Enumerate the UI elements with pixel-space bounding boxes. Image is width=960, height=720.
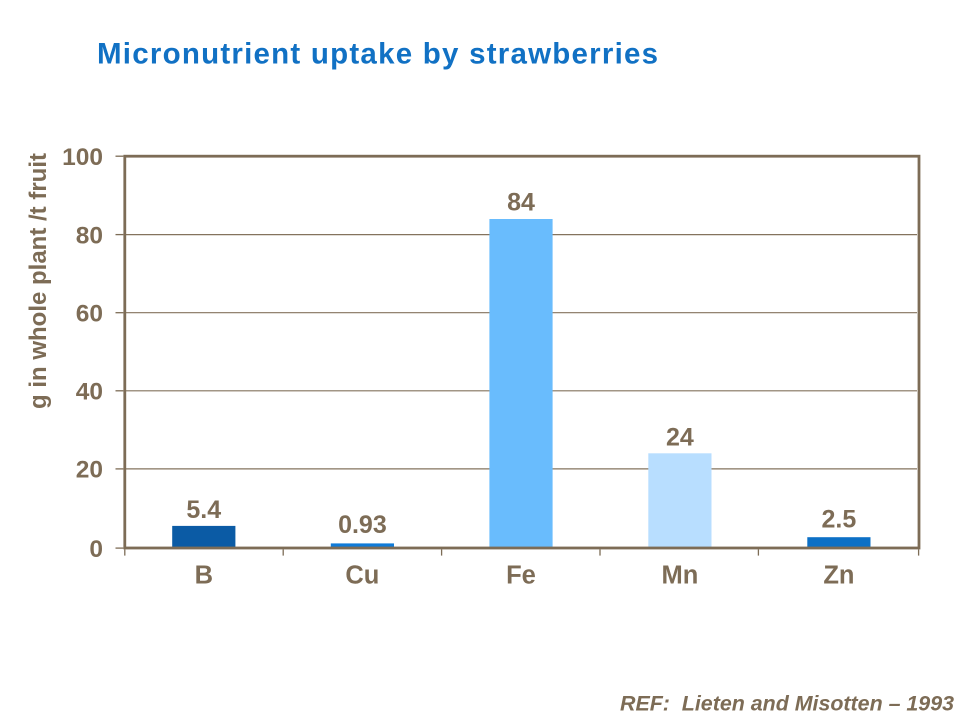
svg-text:100: 100: [62, 144, 103, 171]
svg-text:Fe: Fe: [506, 562, 536, 590]
svg-text:REF: Lieten and Misotten – 19: REF: Lieten and Misotten – 1993: [620, 692, 954, 716]
svg-text:24: 24: [666, 423, 694, 451]
svg-text:40: 40: [76, 379, 103, 406]
svg-text:2.5: 2.5: [822, 506, 857, 534]
svg-text:0: 0: [89, 536, 103, 563]
svg-text:80: 80: [76, 222, 103, 249]
svg-text:0.93: 0.93: [338, 511, 387, 539]
svg-text:Zn: Zn: [823, 562, 854, 590]
svg-text:Cu: Cu: [345, 562, 379, 590]
svg-text:84: 84: [507, 188, 535, 216]
svg-text:g in whole plant /t fruit: g in whole plant /t fruit: [25, 153, 52, 409]
svg-text:5.4: 5.4: [186, 496, 221, 524]
svg-text:B: B: [195, 562, 213, 590]
svg-text:60: 60: [76, 301, 103, 328]
svg-text:Mn: Mn: [661, 562, 698, 590]
svg-text:20: 20: [76, 457, 103, 484]
svg-text:Micronutrient uptake by strawb: Micronutrient uptake by strawberries: [97, 38, 659, 71]
